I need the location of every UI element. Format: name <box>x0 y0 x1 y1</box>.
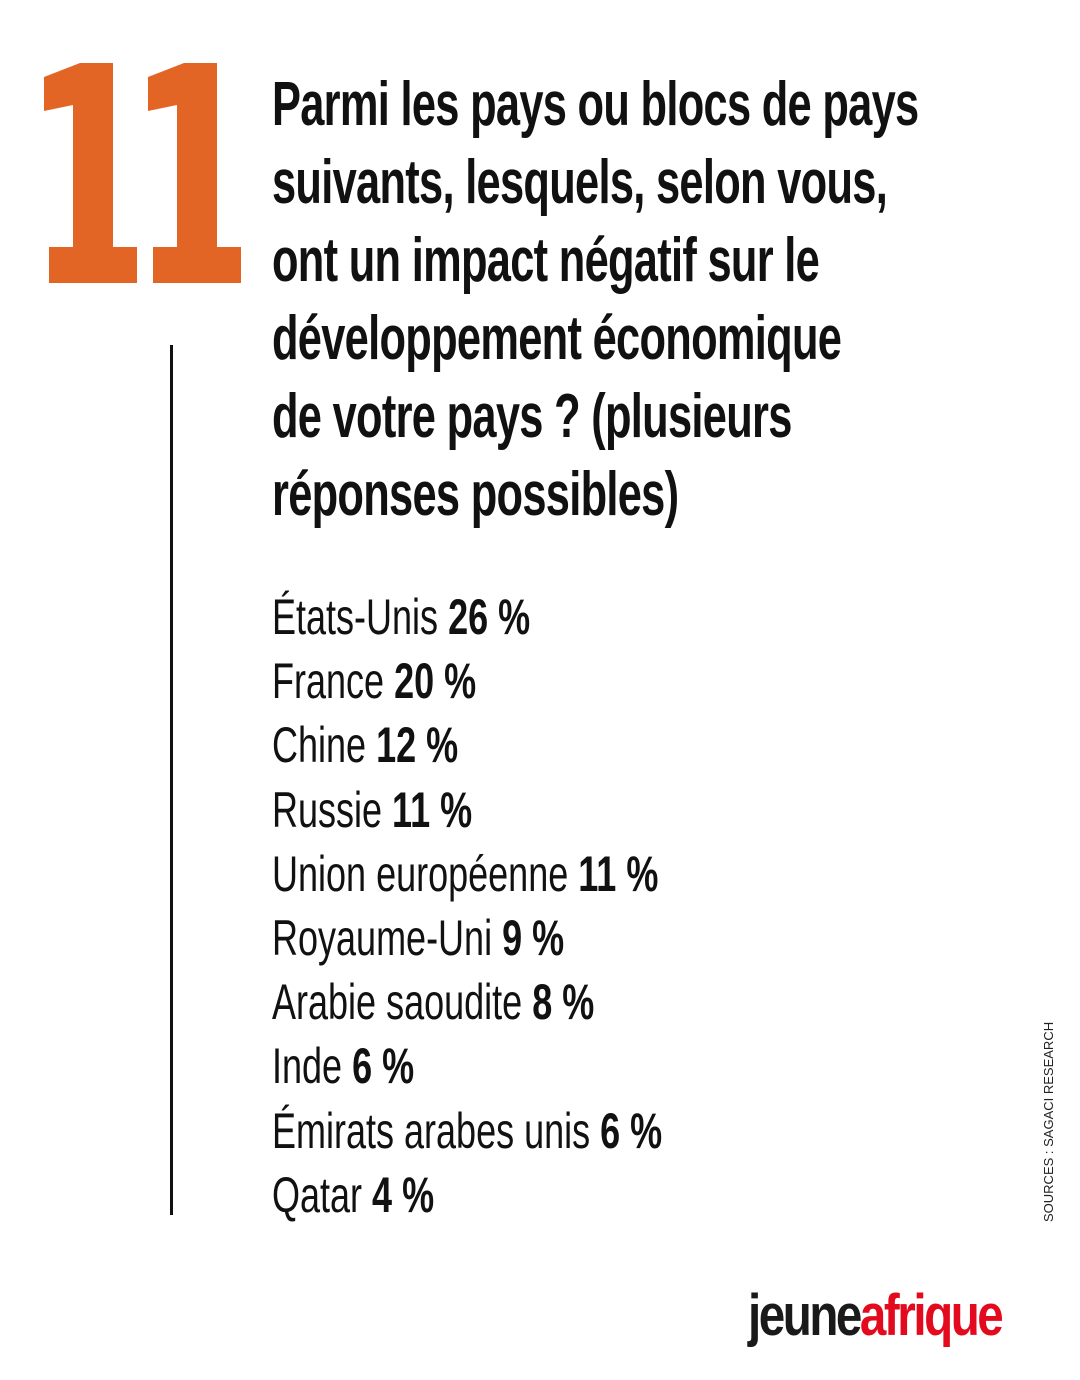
result-label: Union européenne <box>272 845 569 902</box>
result-item: Russie 11 % <box>272 778 662 842</box>
title-line: Parmi les pays ou blocs de pays <box>272 70 919 139</box>
result-label: France <box>272 653 385 710</box>
result-item: Qatar 4 % <box>272 1163 662 1227</box>
result-item: Royaume-Uni 9 % <box>272 906 662 970</box>
question-title: Parmi les pays ou blocs de pays suivants… <box>272 66 1080 534</box>
title-line: réponses possibles) <box>272 460 679 529</box>
result-label: Qatar <box>272 1166 363 1223</box>
result-item: Émirats arabes unis 6 % <box>272 1099 662 1163</box>
result-label: Russie <box>272 781 383 838</box>
result-value: 9 % <box>502 910 565 967</box>
result-label: Émirats arabes unis <box>272 1102 591 1159</box>
divider-line <box>170 345 173 1215</box>
title-line: ont un impact négatif sur le <box>272 226 820 295</box>
result-item: Arabie saoudite 8 % <box>272 970 662 1034</box>
result-item: Union européenne 11 % <box>272 842 662 906</box>
result-value: 6 % <box>600 1102 663 1159</box>
result-value: 12 % <box>376 717 459 774</box>
title-line: de votre pays ? (plusieurs <box>272 382 792 451</box>
source-credit: SOURCES : SAGACI RESEARCH <box>1041 1021 1056 1222</box>
results-list: États-Unis 26 % France 20 % Chine 12 % R… <box>272 585 814 1227</box>
result-value: 11 % <box>578 845 659 902</box>
result-label: Chine <box>272 717 367 774</box>
result-item: Inde 6 % <box>272 1034 662 1098</box>
digit-one <box>148 63 241 283</box>
title-line: développement économique <box>272 304 842 373</box>
result-item: France 20 % <box>272 649 662 713</box>
title-line: suivants, lesquels, selon vous, <box>272 148 888 217</box>
jeune-afrique-logo: jeuneafrique <box>748 1282 1004 1349</box>
result-value: 6 % <box>352 1038 415 1095</box>
result-label: États-Unis <box>272 589 439 645</box>
result-value: 8 % <box>532 974 595 1031</box>
logo-part-jeune: jeune <box>748 1283 862 1348</box>
result-value: 20 % <box>394 653 477 710</box>
result-value: 26 % <box>448 589 531 645</box>
result-value: 4 % <box>372 1166 435 1223</box>
digit-one <box>44 63 137 283</box>
question-number-11 <box>44 63 241 283</box>
result-value: 11 % <box>392 781 473 838</box>
result-item: États-Unis 26 % <box>272 585 662 649</box>
result-label: Inde <box>272 1038 343 1095</box>
result-label: Royaume-Uni <box>272 910 493 967</box>
result-item: Chine 12 % <box>272 713 662 777</box>
result-label: Arabie saoudite <box>272 974 523 1031</box>
logo-part-afrique: afrique <box>859 1283 1004 1348</box>
